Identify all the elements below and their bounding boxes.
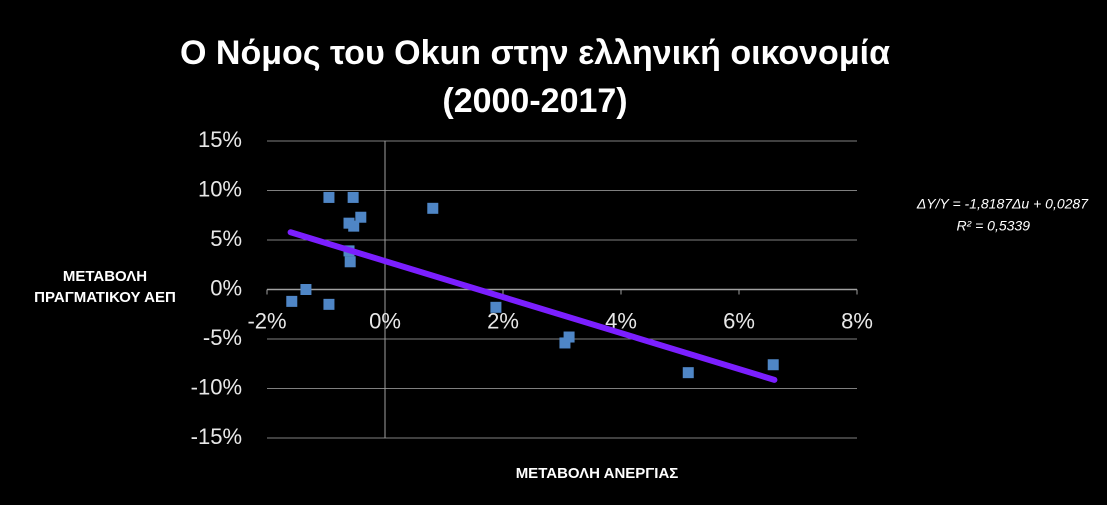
point — [559, 337, 571, 349]
point — [286, 295, 298, 307]
point — [490, 301, 502, 313]
point — [344, 256, 356, 268]
point — [348, 220, 360, 232]
r-squared: R² = 0,5339 — [956, 218, 1030, 234]
point — [323, 298, 335, 310]
y-tick-label: -5% — [203, 325, 242, 350]
equation: ΔY/Y = -1,8187Δu + 0,0287 — [916, 196, 1089, 212]
point — [427, 202, 439, 214]
chart-title: Ο Νόμος του Okun στην ελληνική οικονομία — [180, 34, 890, 72]
y-axis-label: ΠΡΑΓΜΑΤΙΚΟΥ ΑΕΠ — [34, 289, 176, 306]
x-axis-label: ΜΕΤΑΒΟΛΗ ΑΝΕΡΓΙΑΣ — [516, 465, 679, 482]
chart-title: (2000-2017) — [442, 82, 627, 120]
y-tick-label: -15% — [191, 424, 242, 449]
x-tick-label: -2% — [247, 308, 286, 333]
x-tick-label: 6% — [723, 308, 755, 333]
point — [323, 191, 335, 203]
trendline — [287, 229, 778, 383]
point — [682, 367, 694, 379]
y-tick-label: 5% — [210, 226, 242, 251]
y-tick-label: 15% — [198, 127, 242, 152]
y-axis-label: ΜΕΤΑΒΟΛΗ — [63, 268, 147, 285]
x-tick-label: 8% — [841, 308, 873, 333]
point — [563, 331, 575, 343]
point — [355, 211, 367, 223]
y-tick-label: 0% — [210, 275, 242, 300]
point — [767, 359, 779, 371]
y-tick-label: 10% — [198, 176, 242, 201]
x-tick-label: 0% — [369, 308, 401, 333]
point — [300, 284, 312, 295]
y-tick-label: -10% — [191, 374, 242, 399]
point — [347, 191, 359, 203]
